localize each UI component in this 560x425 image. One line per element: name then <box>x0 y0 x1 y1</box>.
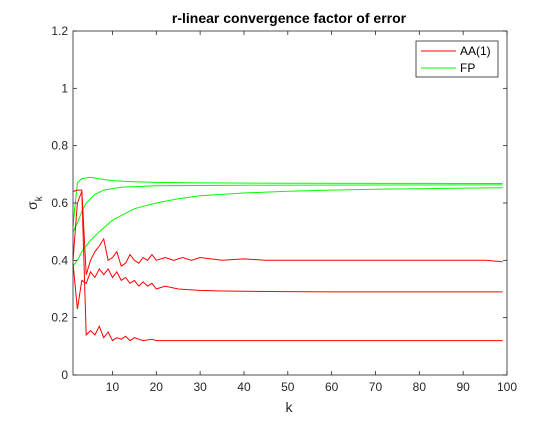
series-line-aa1-5 <box>72 191 503 342</box>
series-line-aa1-4 <box>72 263 503 310</box>
x-tick-label: 50 <box>281 380 295 394</box>
x-tick-label: 80 <box>413 380 427 394</box>
series-line-fp-2 <box>72 184 503 232</box>
x-tick-label: 30 <box>193 380 207 394</box>
legend-label-aa1: AA(1) <box>460 44 491 58</box>
axes-layer: 10 20 30 40 50 60 70 80 90 100 0 0.2 0.4 0.6 0.8 1 1.2 <box>51 24 517 394</box>
x-tick-label: 70 <box>369 380 383 394</box>
svg-text:σk: σk <box>24 195 45 210</box>
x-tick-label: 20 <box>150 380 164 394</box>
plot-area <box>73 31 507 375</box>
y-axis-label: σk <box>24 195 45 210</box>
y-axis-label-subscript: k <box>34 195 45 201</box>
y-tick-label: 0.8 <box>51 139 68 153</box>
chart-title: r-linear convergence factor of error <box>172 10 407 26</box>
y-tick-label: 1 <box>61 81 68 95</box>
y-tick-label: 0.2 <box>51 311 68 325</box>
y-axis-label-main: σ <box>24 201 40 210</box>
legend-box <box>415 40 499 78</box>
x-tick-label: 90 <box>456 380 470 394</box>
x-axis-label: k <box>286 399 294 415</box>
x-tick-label: 60 <box>325 380 339 394</box>
x-tick-label: 10 <box>106 380 120 394</box>
x-tick-label: 40 <box>237 380 251 394</box>
y-tick-label: 1.2 <box>51 24 68 38</box>
y-tick-label: 0.6 <box>51 196 68 210</box>
series-line-fp-0 <box>72 176 503 226</box>
y-tick-label: 0.4 <box>51 253 68 267</box>
series-line-fp-1 <box>72 187 503 267</box>
legend-label-fp: FP <box>460 61 475 75</box>
legend: AA(1) FP <box>415 40 499 78</box>
series-layer <box>72 176 503 342</box>
y-tick-label: 0 <box>61 368 68 382</box>
series-line-aa1-3 <box>72 189 503 275</box>
x-tick-label: 100 <box>497 380 517 394</box>
